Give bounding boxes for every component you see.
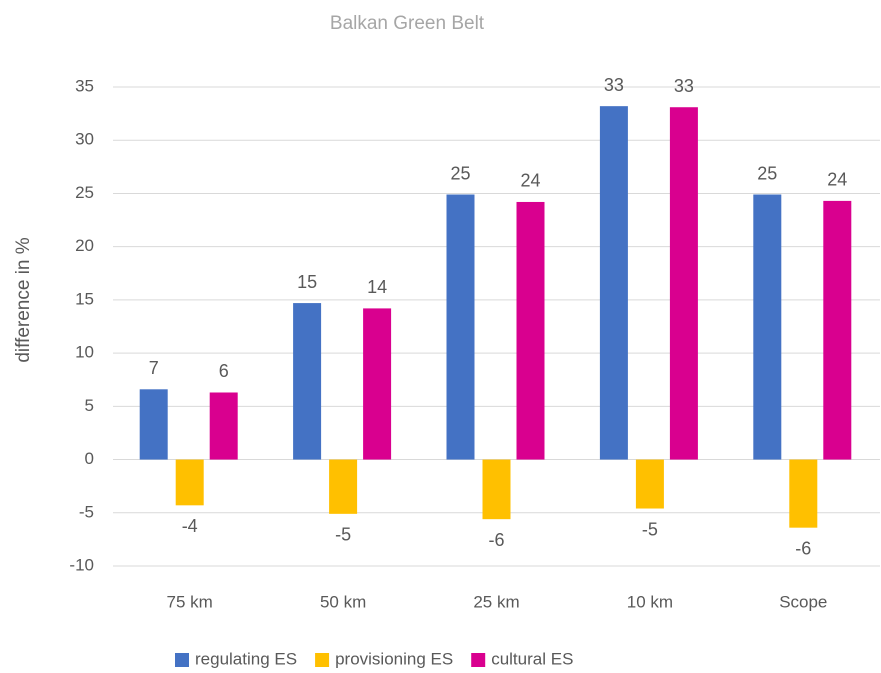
bar bbox=[139, 389, 168, 460]
legend-label: regulating ES bbox=[195, 649, 297, 668]
value-label: 24 bbox=[827, 170, 847, 190]
bar bbox=[823, 200, 852, 460]
value-label: -5 bbox=[642, 519, 658, 539]
value-label: -4 bbox=[182, 516, 198, 536]
bar bbox=[175, 459, 204, 506]
x-tick-label: 10 km bbox=[627, 592, 673, 611]
value-label: -5 bbox=[335, 525, 351, 545]
value-label: 25 bbox=[450, 163, 470, 183]
value-label: -6 bbox=[795, 538, 811, 558]
bar bbox=[329, 459, 358, 514]
bar bbox=[635, 459, 664, 509]
bar bbox=[363, 308, 392, 460]
x-tick-label: Scope bbox=[779, 592, 827, 611]
bar bbox=[293, 303, 322, 460]
value-label: 33 bbox=[674, 76, 694, 96]
value-label: 6 bbox=[219, 361, 229, 381]
bar bbox=[446, 194, 475, 460]
y-tick-label: 10 bbox=[75, 343, 94, 362]
y-tick-label: 25 bbox=[75, 183, 94, 202]
y-tick-label: 35 bbox=[75, 76, 94, 95]
y-tick-label: 20 bbox=[75, 236, 94, 255]
y-tick-label: 30 bbox=[75, 130, 94, 149]
value-label: -6 bbox=[488, 530, 504, 550]
y-tick-label: -10 bbox=[69, 555, 94, 574]
value-label: 14 bbox=[367, 277, 387, 297]
value-label: 7 bbox=[149, 358, 159, 378]
value-label: 33 bbox=[604, 75, 624, 95]
value-label: 15 bbox=[297, 272, 317, 292]
value-label: 25 bbox=[757, 163, 777, 183]
y-tick-label: 15 bbox=[75, 289, 94, 308]
y-tick-label: 5 bbox=[85, 396, 94, 415]
x-tick-label: 50 km bbox=[320, 592, 366, 611]
bar bbox=[516, 201, 545, 460]
legend-swatch bbox=[471, 653, 486, 667]
y-axis-label: difference in % bbox=[13, 237, 34, 362]
bar bbox=[209, 392, 238, 460]
bar bbox=[753, 194, 782, 460]
x-tick-label: 25 km bbox=[473, 592, 519, 611]
bar bbox=[482, 459, 511, 520]
legend-label: provisioning ES bbox=[335, 649, 453, 668]
bar bbox=[789, 459, 818, 528]
chart-title: Balkan Green Belt bbox=[330, 13, 485, 34]
legend-swatch bbox=[175, 653, 189, 667]
y-tick-label: 0 bbox=[85, 449, 94, 468]
value-label: 24 bbox=[520, 171, 540, 191]
legend-label: cultural ES bbox=[491, 649, 573, 668]
bar bbox=[669, 107, 698, 460]
y-tick-label: -5 bbox=[79, 502, 94, 521]
x-tick-label: 75 km bbox=[167, 592, 213, 611]
legend-swatch bbox=[315, 653, 330, 667]
bar bbox=[599, 106, 628, 460]
